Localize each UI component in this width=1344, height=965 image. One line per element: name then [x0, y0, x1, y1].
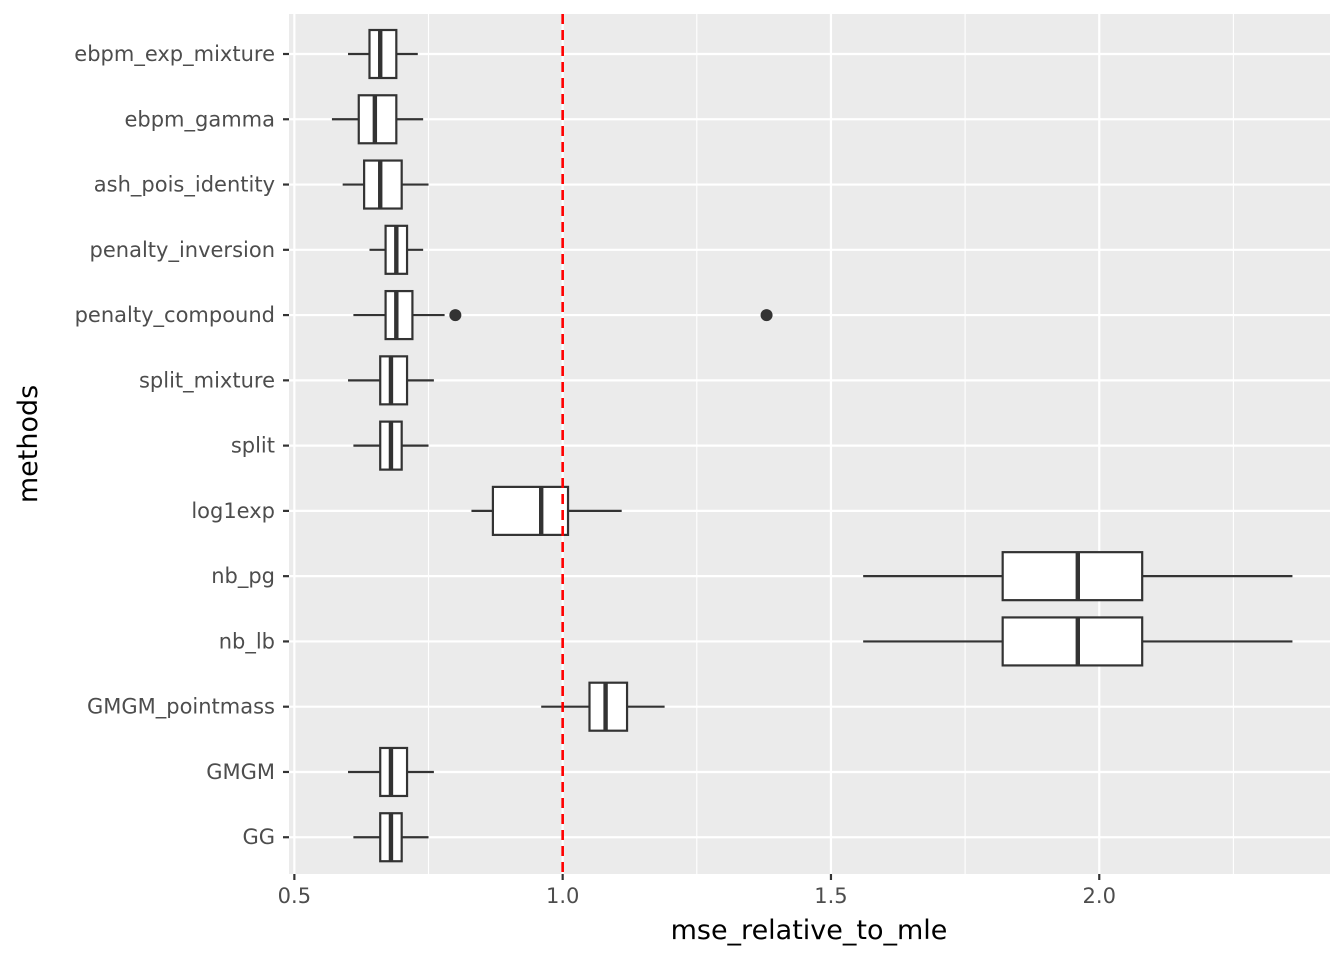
y-tick-label: log1exp: [191, 499, 275, 523]
box-log1exp: [471, 485, 622, 536]
box-iqr: [379, 355, 409, 406]
box-ebpm_gamma: [331, 94, 424, 145]
box-iqr: [363, 159, 403, 210]
x-axis-title: mse_relative_to_mle: [671, 915, 948, 946]
plot-panel: [289, 14, 1330, 874]
y-tick-label: penalty_compound: [75, 303, 275, 328]
outlier-point: [760, 309, 773, 322]
box-iqr: [588, 681, 629, 732]
y-tick-label: penalty_inversion: [90, 238, 275, 263]
grid-lines: [289, 14, 1330, 874]
y-tick-label: nb_lb: [219, 629, 275, 654]
box-nb_pg: [863, 551, 1293, 602]
x-tick-label: 1.5: [814, 884, 847, 908]
box-GMGM: [348, 746, 434, 798]
box-GG: [353, 812, 429, 863]
box-iqr: [368, 28, 398, 80]
box-ash_pois_identity: [342, 159, 429, 210]
box-iqr: [491, 485, 570, 536]
box-iqr: [384, 289, 414, 341]
x-tick-label: 2.0: [1083, 884, 1116, 908]
box-iqr: [357, 94, 398, 145]
box-nb_lb: [863, 616, 1293, 667]
y-tick-label: nb_pg: [211, 564, 275, 589]
box-split: [353, 420, 429, 471]
y-axis: ebpm_exp_mixture ebpm_gamma ash_pois_ident…: [74, 42, 289, 849]
y-tick-label: GG: [242, 825, 275, 849]
y-tick-label: split_mixture: [139, 368, 275, 393]
x-tick-label: 0.5: [278, 884, 311, 908]
y-tick-label: GMGM: [206, 760, 275, 784]
box-GMGM_pointmass: [541, 681, 665, 732]
y-tick-label: GMGM_pointmass: [87, 695, 275, 720]
box-penalty_inversion: [369, 224, 424, 275]
boxes: [331, 28, 1293, 863]
y-tick-label: ebpm_exp_mixture: [74, 42, 275, 67]
box-iqr: [379, 746, 409, 798]
outlier-point: [449, 309, 462, 322]
x-tick-label: 1.0: [546, 884, 579, 908]
box-ebpm_exp_mixture: [348, 28, 418, 80]
y-tick-label: split: [231, 434, 275, 458]
box-split_mixture: [348, 355, 434, 406]
y-tick-label: ash_pois_identity: [94, 173, 275, 198]
box-iqr: [1001, 616, 1144, 667]
y-axis-title: methods: [13, 385, 44, 503]
box-penalty_compound: [353, 289, 773, 341]
box-iqr: [1001, 551, 1144, 602]
x-axis: 0.5 1.0 1.5 2.0: [278, 874, 1116, 908]
y-tick-label: ebpm_gamma: [124, 107, 275, 132]
